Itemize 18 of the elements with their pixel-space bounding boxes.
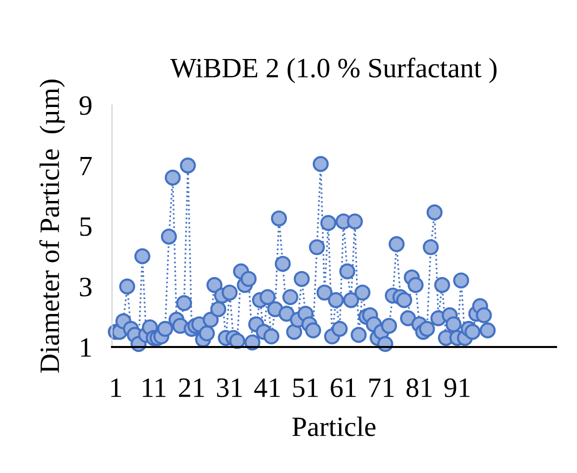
x-axis-title: Particle bbox=[292, 416, 376, 436]
x-tick-label: 61 bbox=[330, 378, 356, 398]
x-tick-label: 31 bbox=[217, 378, 242, 398]
x-tick-label: 91 bbox=[444, 378, 470, 398]
x-tick-label: 21 bbox=[179, 378, 204, 397]
x-tick-label: 51 bbox=[293, 378, 318, 398]
x-tick-label: 71 bbox=[369, 378, 394, 397]
chart-title: WiBDE 2 (1.0 % Surfactant ) bbox=[170, 58, 497, 84]
x-tick-label: 81 bbox=[406, 378, 432, 398]
y-tick-label: 9 bbox=[80, 96, 92, 115]
x-tick-label: 1 bbox=[111, 378, 122, 397]
y-tick-label: 1 bbox=[81, 338, 91, 357]
y-tick-label: 5 bbox=[80, 217, 92, 236]
y-tick-label: 7 bbox=[80, 156, 92, 176]
x-tick-label: 41 bbox=[254, 378, 280, 397]
y-tick-label: 3 bbox=[80, 278, 92, 296]
x-tick-label: 11 bbox=[142, 378, 166, 397]
y-axis-title: Diameter of Particle (µm) bbox=[39, 80, 65, 373]
